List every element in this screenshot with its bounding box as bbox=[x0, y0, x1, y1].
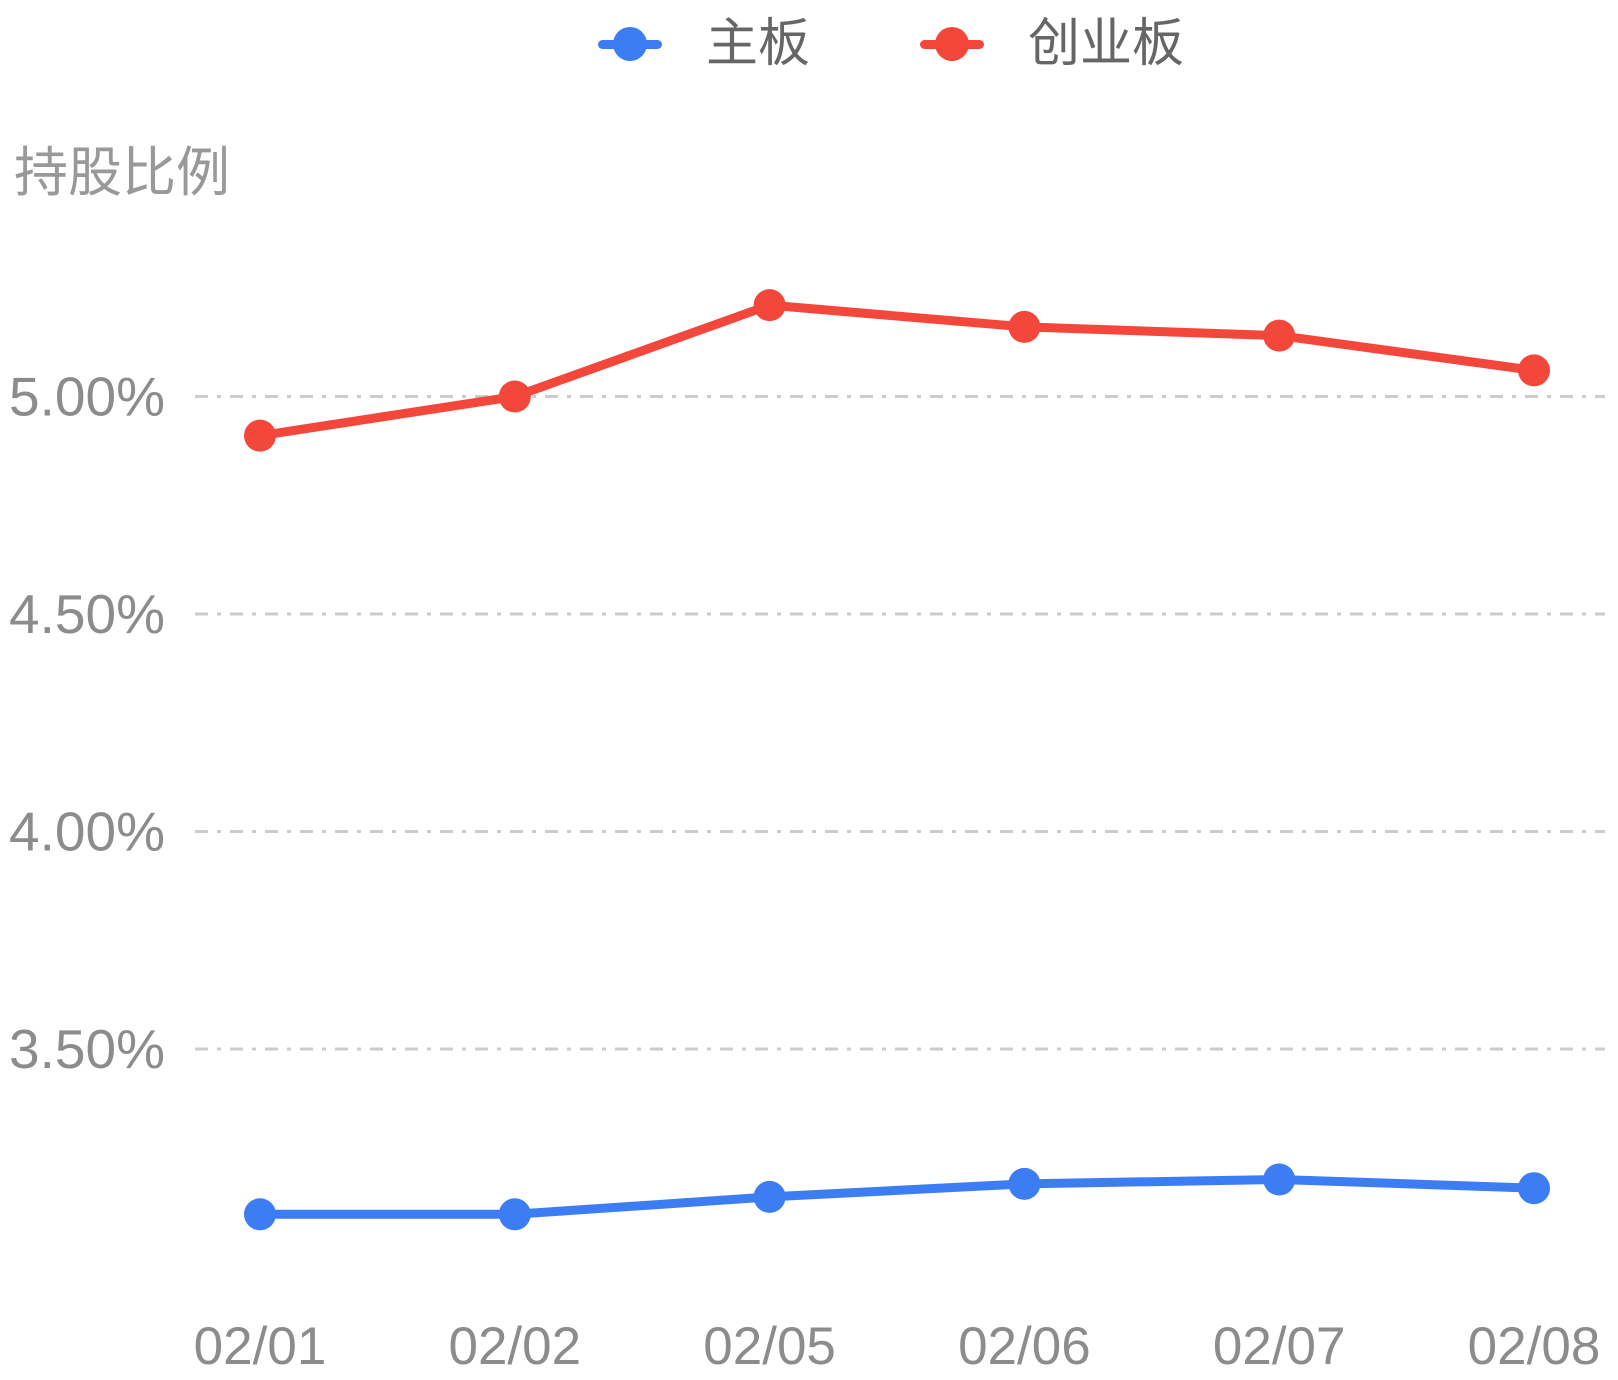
legend-marker-dot bbox=[935, 27, 970, 61]
y-tick-label: 5.00% bbox=[9, 366, 165, 428]
x-tick-label: 02/02 bbox=[448, 1317, 581, 1376]
data-point-主板-02/02[interactable] bbox=[498, 1198, 531, 1231]
data-point-主板-02/08[interactable] bbox=[1518, 1172, 1550, 1205]
legend-series-marker-icon bbox=[598, 24, 662, 64]
data-point-创业板-02/06[interactable] bbox=[1008, 310, 1041, 343]
legend-marker-dot bbox=[613, 27, 647, 61]
data-point-创业板-02/02[interactable] bbox=[498, 380, 531, 413]
data-point-主板-02/05[interactable] bbox=[753, 1180, 786, 1213]
data-point-主板-02/06[interactable] bbox=[1008, 1167, 1041, 1200]
x-tick-label: 02/06 bbox=[958, 1317, 1091, 1376]
data-point-主板-02/07[interactable] bbox=[1263, 1163, 1296, 1196]
y-axis-title: 持股比例 bbox=[14, 143, 230, 203]
legend-label: 主板 bbox=[706, 15, 811, 73]
x-tick-label: 02/07 bbox=[1213, 1317, 1346, 1376]
legend: 主板 创业板 bbox=[598, 18, 1184, 70]
series-line-创业板[interactable] bbox=[255, 300, 1539, 441]
data-point-创业板-02/05[interactable] bbox=[753, 289, 786, 322]
x-tick-label: 02/05 bbox=[703, 1317, 836, 1376]
legend-item-创业板[interactable]: 创业板 bbox=[920, 18, 1184, 70]
legend-item-主板[interactable]: 主板 bbox=[598, 18, 810, 70]
legend-label: 创业板 bbox=[1028, 15, 1185, 73]
y-tick-label: 4.50% bbox=[9, 583, 165, 645]
y-tick-label: 3.50% bbox=[9, 1018, 165, 1080]
data-point-创业板-02/01[interactable] bbox=[244, 419, 276, 452]
data-point-主板-02/01[interactable] bbox=[244, 1198, 276, 1231]
series-line-主板[interactable] bbox=[255, 1175, 1539, 1219]
data-point-创业板-02/07[interactable] bbox=[1263, 319, 1296, 352]
x-tick-label: 02/01 bbox=[194, 1317, 327, 1376]
y-tick-label: 4.00% bbox=[9, 801, 165, 863]
x-tick-label: 02/08 bbox=[1468, 1317, 1601, 1376]
data-point-创业板-02/08[interactable] bbox=[1518, 354, 1550, 387]
legend-series-marker-icon bbox=[920, 24, 985, 64]
